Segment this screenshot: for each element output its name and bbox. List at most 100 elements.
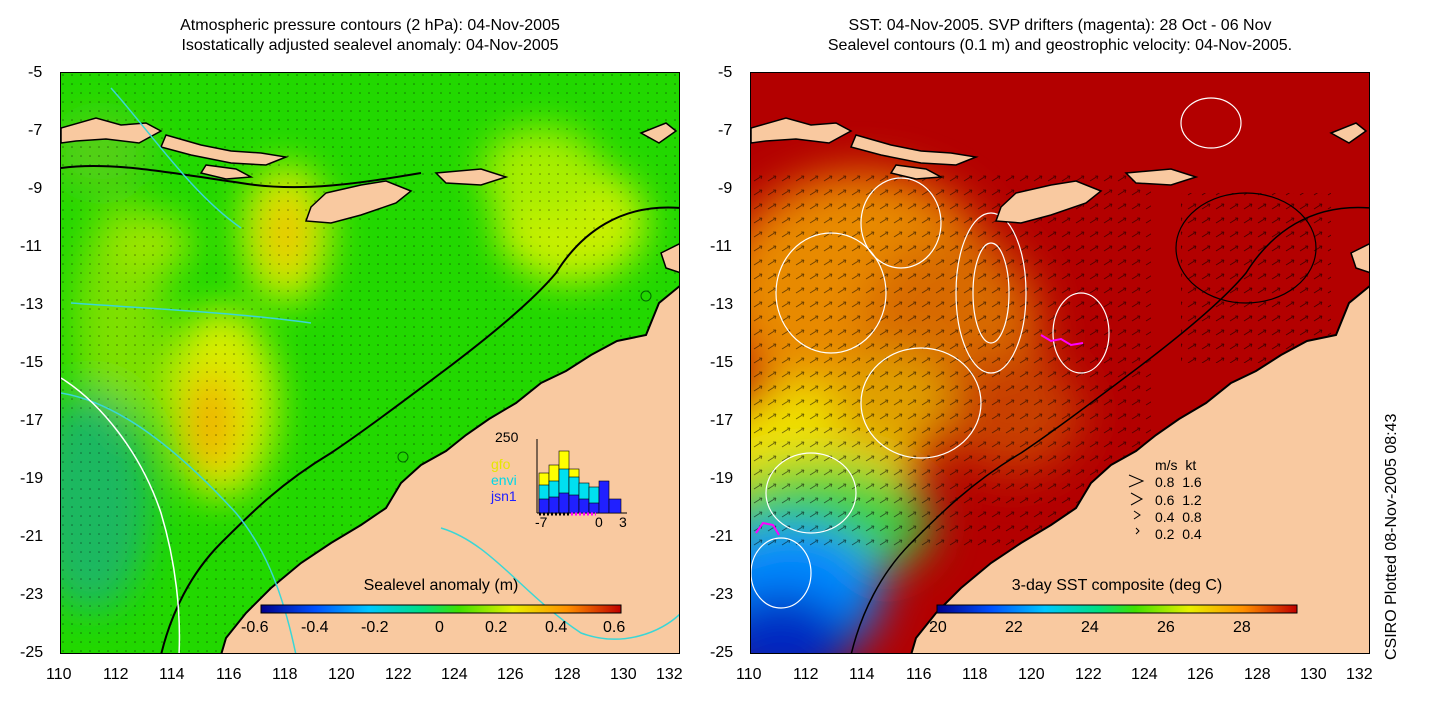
- x-tick-label: 120: [1018, 666, 1045, 683]
- y-tick-label: -15: [710, 354, 734, 371]
- sla-colorbar-tick: -0.2: [361, 619, 389, 636]
- velocity-legend-row: 0.8 1.6: [1155, 474, 1202, 490]
- sealevel-anomaly-map: Sealevel anomaly (m) -0.6 -0.4 -0.2 0 0.…: [60, 72, 680, 654]
- velocity-legend-row: 0.2 0.4: [1155, 526, 1202, 542]
- pressure-contour: [61, 377, 181, 653]
- y-tick-label: -15: [20, 354, 44, 371]
- y-tick-label: -25: [710, 644, 734, 661]
- x-tick-label: 110: [46, 666, 72, 683]
- isobath-lines: [61, 87, 679, 653]
- right-map-title: SST: 04-Nov-2005. SVP drifters (magenta)…: [750, 16, 1370, 56]
- velocity-legend-row: 0.4 0.8: [1155, 509, 1202, 525]
- australia-land: [220, 285, 679, 653]
- left-title-line2: Isostatically adjusted sealevel anomaly:…: [181, 37, 559, 54]
- y-tick-label: -19: [710, 470, 734, 487]
- sst-colorbar-tick: 22: [1005, 619, 1023, 636]
- y-tick-label: -17: [710, 412, 734, 429]
- sst-colorbar-tick: 24: [1081, 619, 1099, 636]
- histogram-x-tick: 3: [619, 514, 627, 530]
- sst-coastal-landmass: [1350, 243, 1369, 274]
- sst-shelf-edge: [850, 206, 1369, 653]
- y-tick-label: -25: [20, 644, 44, 661]
- x-tick-label: 118: [272, 666, 298, 683]
- sst-colorbar-tick: 26: [1157, 619, 1175, 636]
- x-tick-label: 128: [554, 666, 581, 683]
- left-map-title: Atmospheric pressure contours (2 hPa): 0…: [60, 16, 680, 56]
- sla-colorbar-tick: 0.2: [485, 619, 508, 636]
- sst-colorbar-tick: 20: [929, 619, 947, 636]
- x-tick-label: 118: [962, 666, 988, 683]
- y-tick-label: -21: [710, 528, 734, 545]
- x-tick-label: 128: [1244, 666, 1271, 683]
- sealevel-contours: [751, 97, 1242, 609]
- legend-envi: envi: [491, 472, 517, 488]
- x-tick-label: 130: [610, 666, 637, 683]
- left-title-line1: Atmospheric pressure contours (2 hPa): 0…: [180, 17, 560, 34]
- y-tick-label: -7: [28, 122, 43, 139]
- y-tick-label: -9: [718, 180, 733, 197]
- sla-colorbar-tick: -0.6: [241, 619, 269, 636]
- y-tick-label: -7: [718, 122, 733, 139]
- x-tick-label: 120: [328, 666, 355, 683]
- station-marker: [640, 290, 652, 302]
- x-tick-label: 110: [736, 666, 762, 683]
- velocity-legend-header: m/s kt: [1155, 457, 1197, 473]
- y-tick-label: -17: [20, 412, 44, 429]
- x-tick-label: 124: [441, 666, 468, 683]
- sla-colorbar-tick: 0: [435, 619, 444, 636]
- x-tick-label: 112: [793, 666, 819, 683]
- station-marker: [397, 451, 409, 463]
- island-chain: [61, 117, 678, 224]
- y-tick-label: -19: [20, 470, 44, 487]
- sst-colorbar: [936, 604, 1298, 614]
- eddy-contour: [1175, 192, 1317, 304]
- x-tick-label: 114: [849, 666, 875, 683]
- x-tick-label: 116: [906, 666, 932, 683]
- x-tick-label: 124: [1131, 666, 1158, 683]
- right-title-line2: Sealevel contours (0.1 m) and geostrophi…: [827, 37, 1293, 54]
- x-tick-label: 112: [103, 666, 129, 683]
- x-tick-label: 122: [385, 666, 412, 683]
- x-tick-label: 116: [216, 666, 242, 683]
- x-tick-label: 130: [1300, 666, 1327, 683]
- y-tick-label: -11: [710, 238, 732, 255]
- y-tick-label: -9: [28, 180, 43, 197]
- velocity-legend-arrows: [1128, 474, 1145, 535]
- x-tick-label: 114: [159, 666, 185, 683]
- histogram-x-tick: -7: [535, 514, 548, 530]
- sla-colorbar: [260, 604, 622, 614]
- sst-colorbar-title: 3-day SST composite (deg C): [1011, 577, 1223, 594]
- track-histogram: [536, 439, 627, 516]
- x-tick-label: 126: [497, 666, 524, 683]
- x-tick-label: 132: [1346, 666, 1373, 683]
- sealevel-anomaly-plot: [61, 73, 679, 653]
- sst-colorbar-tick: 28: [1233, 619, 1251, 636]
- sla-colorbar-tick: 0.4: [545, 619, 568, 636]
- y-tick-label: -13: [20, 296, 44, 313]
- velocity-legend-row: 0.6 1.2: [1155, 492, 1202, 508]
- coastal-landmass: [660, 243, 679, 274]
- legend-gfo: gfo: [491, 456, 511, 472]
- sst-plot: [751, 73, 1369, 653]
- x-tick-label: 122: [1075, 666, 1102, 683]
- y-tick-label: -11: [20, 238, 42, 255]
- y-tick-label: -23: [20, 586, 44, 603]
- sla-colorbar-title: Sealevel anomaly (m): [363, 577, 519, 594]
- histogram-x-tick: 0: [595, 514, 603, 530]
- legend-jsn1: jsn1: [491, 488, 517, 504]
- y-tick-label: -23: [710, 586, 734, 603]
- sla-colorbar-tick: 0.6: [603, 619, 626, 636]
- shelf-edge-contour: [61, 164, 679, 653]
- y-tick-label: -5: [28, 64, 43, 81]
- histogram-max-label: 250: [495, 429, 519, 445]
- sst-australia-land: [910, 285, 1369, 653]
- right-title-line1: SST: 04-Nov-2005. SVP drifters (magenta)…: [848, 17, 1272, 34]
- y-tick-label: -5: [718, 64, 733, 81]
- drifter-track: [1040, 334, 1084, 347]
- sla-colorbar-tick: -0.4: [301, 619, 329, 636]
- sst-island-chain: [751, 117, 1368, 224]
- sst-map: 3-day SST composite (deg C) 20 22 24 26 …: [750, 72, 1370, 654]
- y-tick-label: -13: [710, 296, 734, 313]
- drifter-track: [755, 521, 780, 536]
- y-tick-label: -21: [20, 528, 44, 545]
